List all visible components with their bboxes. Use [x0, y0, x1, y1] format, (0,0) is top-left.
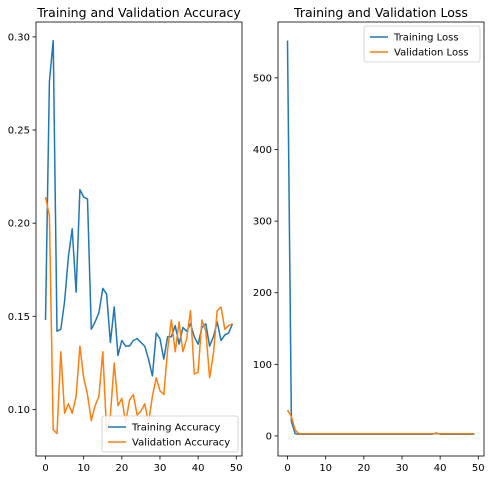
accuracy-y-tick-label: 0.25 — [8, 126, 30, 137]
accuracy-x-tick-label: 20 — [115, 463, 128, 474]
loss-x-tick-label: 50 — [472, 463, 485, 474]
accuracy-y-tick-label: 0.10 — [8, 405, 30, 416]
accuracy-y-tick-label: 0.20 — [8, 219, 30, 230]
accuracy-legend-box — [101, 415, 239, 453]
accuracy-y-tick-label: 0.15 — [8, 312, 30, 323]
loss-y-tick-label: 400 — [253, 145, 272, 156]
loss-chart: Training and Validation Loss 0 10 20 30 40 50… — [253, 5, 485, 474]
accuracy-legend: Training Accuracy Validation Accuracy — [101, 415, 239, 453]
loss-y-tick-label: 0 — [266, 431, 272, 442]
loss-y-tick-label: 500 — [253, 73, 272, 84]
accuracy-series-validation-line — [44, 196, 233, 435]
accuracy-x-tick-label: 50 — [230, 463, 243, 474]
loss-chart-title: Training and Validation Loss — [293, 5, 468, 20]
loss-x-tick-label: 0 — [284, 463, 290, 474]
loss-series-validation-line — [286, 409, 475, 435]
accuracy-chart: Training and Validation Accuracy 0 10 20 30… — [8, 5, 243, 474]
loss-y-tick-label: 300 — [253, 217, 272, 228]
accuracy-chart-title: Training and Validation Accuracy — [36, 5, 241, 20]
accuracy-plot-frame — [35, 21, 243, 457]
loss-series-training-line — [286, 40, 475, 435]
loss-plot-frame — [277, 21, 485, 457]
loss-x-tick-label: 10 — [319, 463, 332, 474]
accuracy-x-tick-label: 30 — [154, 463, 167, 474]
loss-y-tick-label: 100 — [253, 360, 272, 371]
loss-x-tick-label: 30 — [396, 463, 409, 474]
loss-y-tick-label: 200 — [253, 288, 272, 299]
accuracy-x-tick-label: 40 — [192, 463, 205, 474]
accuracy-x-tick-label: 10 — [77, 463, 90, 474]
loss-legend-box — [363, 25, 481, 63]
accuracy-x-tick-label: 0 — [42, 463, 48, 474]
loss-legend-label: Validation Loss — [394, 48, 469, 59]
accuracy-legend-label: Training Accuracy — [131, 423, 220, 434]
loss-legend-label: Training Loss — [393, 33, 459, 44]
loss-x-tick-label: 40 — [434, 463, 447, 474]
accuracy-legend-label: Validation Accuracy — [132, 438, 230, 449]
loss-x-tick-label: 20 — [357, 463, 370, 474]
loss-legend: Training Loss Validation Loss — [363, 25, 481, 63]
accuracy-y-tick-label: 0.30 — [8, 32, 30, 43]
